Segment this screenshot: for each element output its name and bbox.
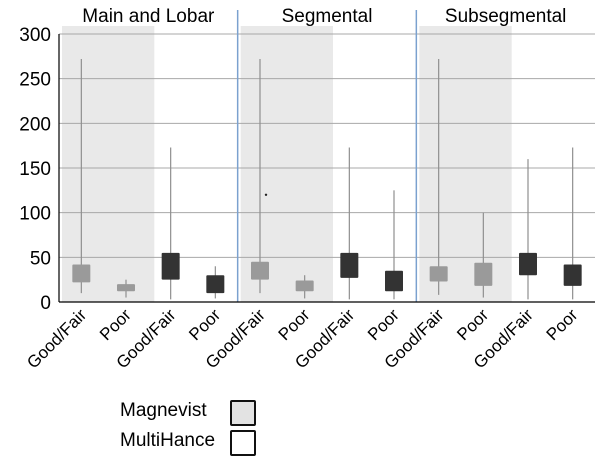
y-tick-label-0: 0 (40, 293, 51, 314)
box-3 (206, 275, 225, 294)
y-tick-label-50: 50 (30, 248, 51, 269)
x-tick-label-1: Poor (96, 305, 135, 344)
group-label-0: Main and Lobar (82, 6, 215, 27)
legend-item-multihance: MultiHance (120, 428, 290, 458)
x-tick-label-5: Poor (275, 305, 314, 344)
whisker-layer (80, 59, 574, 300)
separator-layer (236, 10, 418, 302)
box-6 (340, 252, 359, 278)
x-tick-label-7: Poor (364, 305, 403, 344)
magnevist-shade-0 (62, 26, 155, 302)
outlier-point-0 (264, 193, 268, 196)
legend-item-magnevist: Magnevist (120, 398, 290, 428)
x-tick-label-0: Good/Fair (23, 305, 90, 372)
x-tick-label-9: Poor (453, 305, 492, 344)
box-10 (519, 252, 537, 276)
box-5 (295, 280, 314, 292)
box-layer (72, 252, 582, 294)
grid-layer (59, 33, 595, 258)
box-11 (563, 264, 582, 286)
box-9 (474, 262, 493, 286)
legend: Magnevist MultiHance (120, 398, 290, 462)
legend-label-magnevist: Magnevist (120, 400, 207, 421)
outlier-layer (264, 193, 268, 196)
box-4 (251, 261, 269, 280)
magnevist-shade-1 (240, 26, 333, 302)
y-tick-labels: 0 50 100 150 200 250 300 (19, 25, 51, 314)
y-tick-label-150: 150 (19, 159, 51, 180)
shade-layer (62, 26, 512, 302)
box-7 (385, 270, 403, 292)
group-label-2: Subsegmental (445, 6, 566, 27)
box-8 (429, 266, 448, 282)
box-0 (72, 264, 91, 283)
legend-swatch-multihance (230, 430, 256, 456)
box-2 (161, 252, 180, 280)
y-tick-label-200: 200 (19, 114, 51, 135)
y-tick-label-250: 250 (19, 70, 51, 91)
legend-label-multihance: MultiHance (120, 430, 216, 451)
y-tick-label-100: 100 (19, 204, 51, 225)
group-labels: Main and Lobar Segmental Subsegmental (82, 6, 566, 27)
legend-swatch-magnevist (230, 400, 256, 426)
x-tick-label-3: Poor (185, 305, 224, 344)
y-tick-label-300: 300 (19, 25, 51, 46)
group-label-1: Segmental (282, 6, 373, 27)
magnevist-shade-2 (419, 26, 512, 302)
x-tick-label-11: Poor (543, 305, 582, 344)
box-1 (117, 284, 135, 292)
